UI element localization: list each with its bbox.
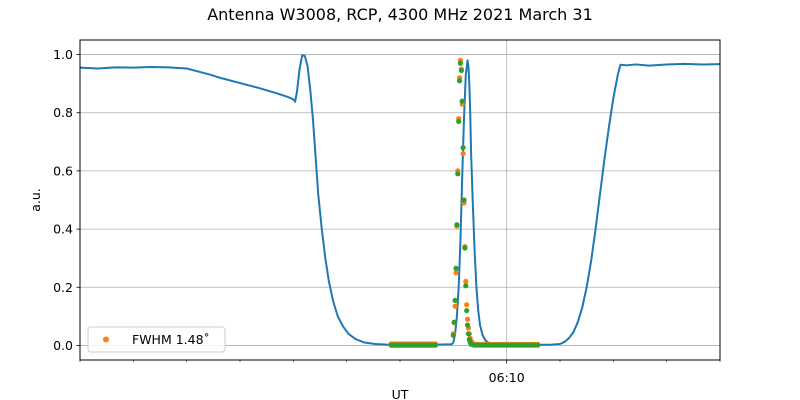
legend-marker — [103, 336, 109, 343]
series-marker — [453, 265, 459, 271]
axes: 0.0 0.2 0.4 0.6 0.8 1.0 06:10 — [53, 47, 721, 385]
series-marker — [460, 150, 466, 157]
series-marker — [457, 60, 464, 66]
series-marker — [461, 197, 467, 203]
series-marker — [465, 331, 472, 337]
series-marker — [459, 98, 465, 104]
legend: FWHM 1.48˚ — [87, 326, 226, 353]
series-marker — [430, 342, 437, 348]
series-marker — [454, 222, 460, 228]
x-tick-label: 06:10 — [489, 370, 525, 385]
series-marker — [464, 322, 471, 328]
y-tick-label: 0.0 — [53, 338, 73, 353]
chart-title: Antenna W3008, RCP, 4300 MHz 2021 March … — [207, 5, 593, 24]
series-marker — [463, 278, 469, 285]
y-tick-label: 0.2 — [53, 280, 73, 295]
y-tick-label: 0.8 — [53, 105, 73, 120]
x-axis-label: UT — [392, 387, 409, 400]
series-marker — [455, 171, 461, 177]
series-line — [79, 54, 721, 346]
y-tick-label: 1.0 — [53, 47, 73, 62]
series-marker — [462, 245, 468, 251]
series-marker — [460, 145, 466, 151]
series-marker — [464, 302, 470, 308]
series-marker — [464, 316, 471, 322]
y-tick-label: 0.4 — [53, 222, 73, 237]
series-marker — [456, 118, 462, 125]
y-tick-label: 0.6 — [53, 163, 73, 178]
series-marker — [453, 270, 459, 276]
series-marker — [450, 332, 456, 338]
series-marker — [532, 342, 538, 348]
series-marker — [452, 303, 458, 309]
series-marker — [464, 307, 470, 314]
series-marker — [451, 319, 457, 325]
legend-frame — [87, 326, 226, 353]
series-marker — [452, 297, 458, 303]
plot-area — [79, 54, 721, 348]
y-axis-label: a.u. — [28, 188, 43, 212]
legend-label: FWHM 1.48˚ — [132, 332, 210, 347]
series-marker — [458, 67, 464, 74]
series-marker — [456, 78, 463, 84]
series-marker — [463, 283, 469, 289]
